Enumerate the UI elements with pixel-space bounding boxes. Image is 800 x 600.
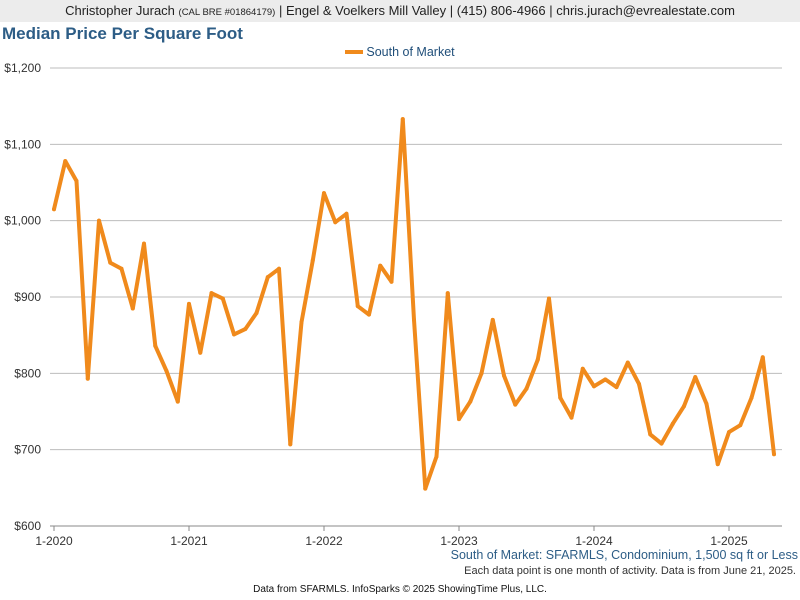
data-point <box>682 404 686 409</box>
data-date-note: Each data point is one month of activity… <box>464 565 796 577</box>
data-point <box>524 386 529 391</box>
data-point <box>310 258 315 263</box>
data-point <box>355 304 360 309</box>
data-point <box>412 317 416 322</box>
data-point <box>749 395 754 400</box>
data-point <box>378 263 383 268</box>
data-point <box>659 441 664 446</box>
data-point <box>423 486 428 491</box>
data-point <box>344 211 349 216</box>
data-point <box>277 266 281 271</box>
data-point <box>63 159 68 164</box>
data-point <box>187 301 191 306</box>
data-point <box>513 402 518 407</box>
chart-legend: South of Market <box>0 45 800 59</box>
data-point <box>209 291 214 296</box>
data-point <box>648 432 653 437</box>
legend-swatch <box>345 49 364 54</box>
data-point <box>580 366 585 371</box>
line-chart: $600 $700 $800 $900 $1,000 $1,100 $1,200 1-2020… <box>4 61 782 548</box>
data-point <box>232 332 236 337</box>
data-point <box>175 399 180 404</box>
data-point <box>142 241 146 246</box>
agent-name: Christopher Jurach <box>65 3 175 18</box>
x-tick-label: 1-2025 <box>710 534 748 548</box>
y-tick-label: $1,000 <box>4 214 41 228</box>
data-point <box>457 417 461 422</box>
agent-contact: | Engel & Voelkers Mill Valley | (415) 8… <box>278 3 735 18</box>
data-point <box>322 191 326 196</box>
data-point <box>727 430 731 435</box>
y-tick-label: $1,200 <box>4 61 41 75</box>
agent-header-bar: Christopher Jurach (CAL BRE #01864179) |… <box>0 0 800 22</box>
data-point <box>265 275 270 280</box>
data-point <box>592 384 596 389</box>
data-point <box>614 385 619 390</box>
source-credit: Data from SFARMLS. InfoSparks © 2025 Sho… <box>253 584 547 595</box>
y-tick-label: $700 <box>14 443 41 457</box>
data-point <box>760 355 765 360</box>
y-tick-label: $800 <box>14 366 41 380</box>
data-point <box>715 462 720 467</box>
data-point <box>704 401 709 406</box>
data-filter-note: South of Market: SFARMLS, Condominium, 1… <box>450 548 798 562</box>
data-point <box>558 395 563 400</box>
data-point <box>693 375 698 380</box>
data-point <box>738 423 743 428</box>
data-point <box>502 373 506 378</box>
data-point <box>569 415 574 420</box>
data-point <box>772 452 776 457</box>
data-point <box>153 343 158 348</box>
data-point <box>400 117 405 122</box>
data-point <box>479 371 484 376</box>
chart-title: Median Price Per Square Foot <box>2 24 243 43</box>
x-tick-label: 1-2022 <box>305 534 343 548</box>
data-point <box>97 218 101 223</box>
data-point <box>243 327 248 332</box>
data-point <box>389 279 394 284</box>
x-tick-label: 1-2021 <box>170 534 208 548</box>
data-point <box>288 442 293 447</box>
x-tick-label: 1-2024 <box>575 534 613 548</box>
data-point <box>254 311 259 316</box>
x-tick-label: 1-2020 <box>35 534 73 548</box>
data-point <box>74 178 79 183</box>
data-point <box>637 382 641 387</box>
y-tick-label: $900 <box>14 290 41 304</box>
agent-license: (CAL BRE #01864179) <box>178 7 276 18</box>
data-point <box>468 399 473 404</box>
data-point <box>434 454 439 459</box>
data-point <box>85 376 90 381</box>
legend-label: South of Market <box>366 45 455 59</box>
data-point <box>198 350 203 355</box>
data-point <box>333 220 338 225</box>
y-tick-label: $1,100 <box>4 137 41 151</box>
data-point <box>490 317 495 322</box>
data-point <box>603 377 608 382</box>
data-point <box>547 296 551 301</box>
y-tick-label: $600 <box>14 519 41 533</box>
data-point <box>670 421 675 426</box>
data-point <box>535 357 540 362</box>
data-point <box>108 260 113 265</box>
x-tick-label: 1-2023 <box>440 534 478 548</box>
data-point <box>625 360 630 365</box>
data-point <box>119 266 124 271</box>
data-point <box>367 312 371 317</box>
data-point <box>220 296 225 301</box>
data-point <box>130 306 135 311</box>
series-line-south-of-market <box>52 117 776 491</box>
data-point <box>445 291 450 296</box>
data-point <box>52 207 56 212</box>
data-point <box>164 369 169 374</box>
data-point <box>299 320 304 325</box>
